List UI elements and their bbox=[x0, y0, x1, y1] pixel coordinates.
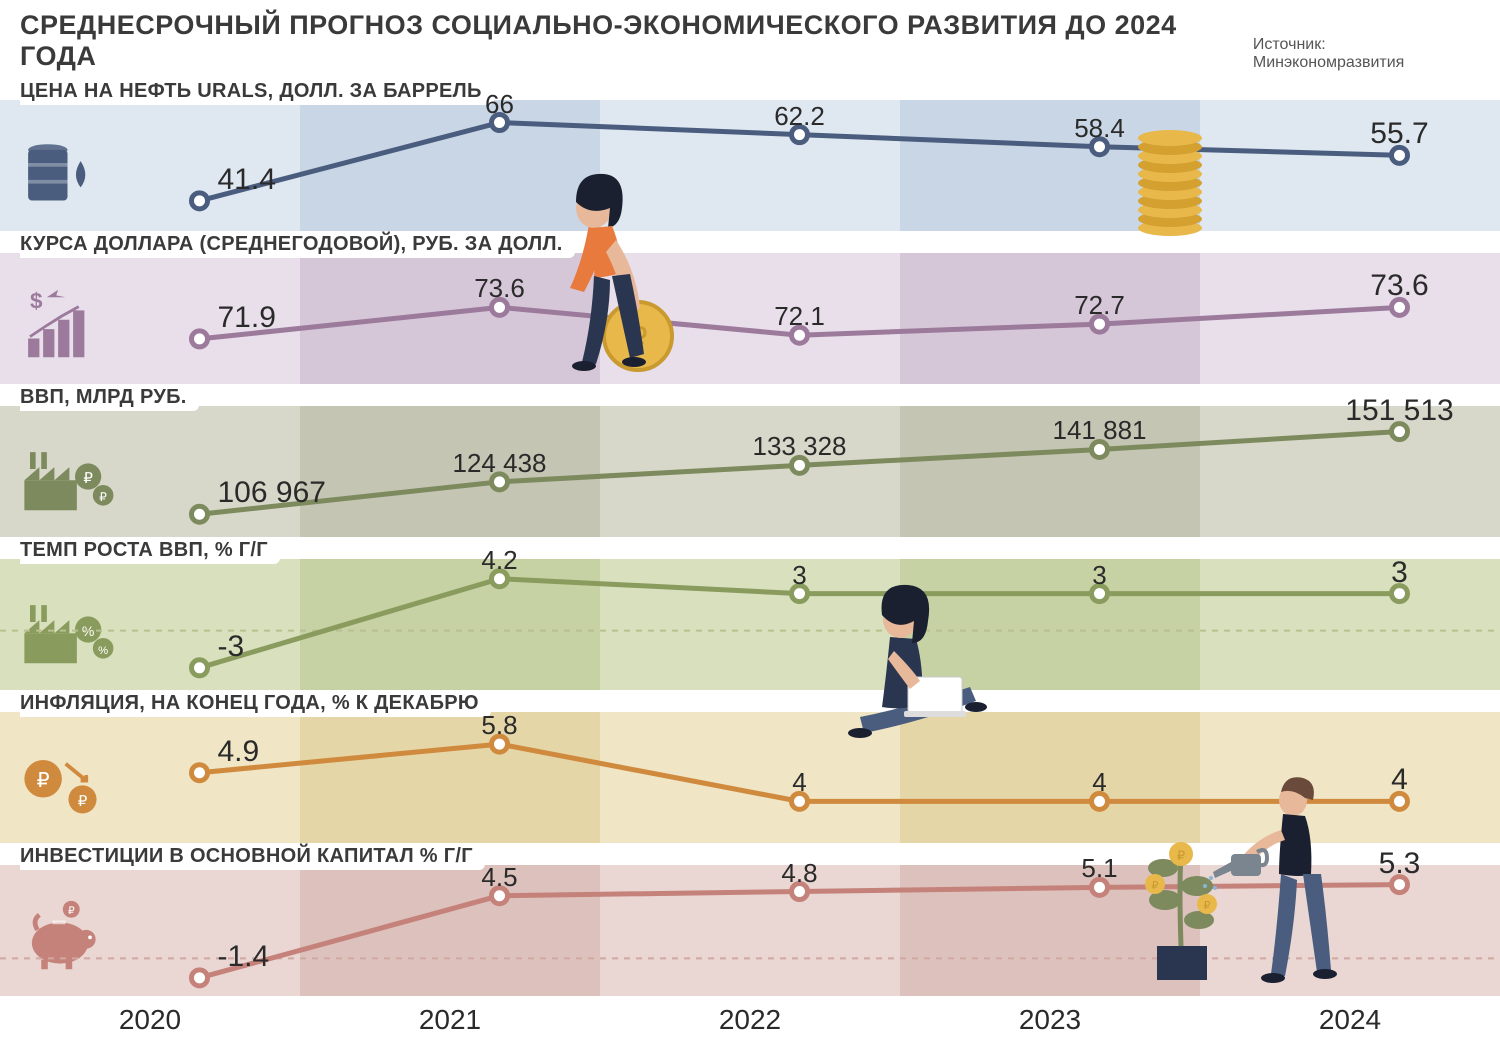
svg-text:₽: ₽ bbox=[1204, 900, 1211, 912]
svg-text:₽: ₽ bbox=[1152, 880, 1159, 892]
value-label: 71.9 bbox=[218, 301, 276, 335]
value-label: 72.7 bbox=[1074, 290, 1125, 321]
value-label: 72.1 bbox=[774, 301, 825, 332]
value-label: 4.8 bbox=[781, 858, 817, 889]
value-label: 141 881 bbox=[1053, 415, 1147, 446]
coins-stack-icon bbox=[1130, 128, 1210, 238]
value-label: 5.3 bbox=[1379, 847, 1421, 881]
woman-laptop-icon bbox=[820, 567, 1000, 767]
woman-rolling-coin-icon: ₽ bbox=[520, 158, 680, 378]
line-chart bbox=[0, 559, 1500, 690]
page-title: СРЕДНЕСРОЧНЫЙ ПРОГНОЗ СОЦИАЛЬНО-ЭКОНОМИЧ… bbox=[20, 10, 1253, 72]
chart-row-oil: ЦЕНА НА НЕФТЬ URALS, ДОЛЛ. ЗА БАРРЕЛЬ41.… bbox=[0, 78, 1500, 231]
year-label: 2022 bbox=[600, 996, 900, 1046]
chart-area: ЦЕНА НА НЕФТЬ URALS, ДОЛЛ. ЗА БАРРЕЛЬ41.… bbox=[0, 78, 1500, 998]
value-label: 4.5 bbox=[481, 862, 517, 893]
year-label: 2023 bbox=[900, 996, 1200, 1046]
value-label: -1.4 bbox=[218, 940, 270, 974]
value-label: 151 513 bbox=[1345, 394, 1453, 428]
value-label: 4.9 bbox=[218, 735, 260, 769]
value-label: 5.8 bbox=[481, 710, 517, 741]
value-label: 3 bbox=[1391, 556, 1408, 590]
year-label: 2024 bbox=[1200, 996, 1500, 1046]
chart-row-gdp_growth: ТЕМП РОСТА ВВП, % Г/Г%%-34.2333 bbox=[0, 537, 1500, 690]
value-label: 124 438 bbox=[453, 448, 547, 479]
value-label: 5.1 bbox=[1081, 853, 1117, 884]
value-label: -3 bbox=[218, 630, 245, 664]
value-label: 4 bbox=[792, 767, 806, 798]
value-label: 4 bbox=[1092, 767, 1106, 798]
year-label: 2021 bbox=[300, 996, 600, 1046]
value-label: 55.7 bbox=[1370, 117, 1428, 151]
value-label: 66 bbox=[485, 89, 514, 120]
value-label: 3 bbox=[792, 560, 806, 591]
value-label: 4.2 bbox=[481, 545, 517, 576]
value-label: 73.6 bbox=[1370, 269, 1428, 303]
chart-row-gdp: ВВП, МЛРД РУБ.₽₽106 967124 438133 328141… bbox=[0, 384, 1500, 537]
value-label: 58.4 bbox=[1074, 113, 1125, 144]
value-label: 3 bbox=[1092, 560, 1106, 591]
source-text: Источник: Минэкономразвития bbox=[1253, 36, 1480, 72]
value-label: 62.2 bbox=[774, 101, 825, 132]
svg-text:₽: ₽ bbox=[1177, 848, 1185, 863]
value-label: 4 bbox=[1391, 763, 1408, 797]
value-label: 106 967 bbox=[218, 476, 326, 510]
value-label: 41.4 bbox=[218, 163, 276, 197]
value-label: 73.6 bbox=[474, 273, 525, 304]
value-label: 133 328 bbox=[753, 431, 847, 462]
chart-row-usd: КУРСА ДОЛЛАРА (СРЕДНЕГОДОВОЙ), РУБ. ЗА Д… bbox=[0, 231, 1500, 384]
line-chart bbox=[0, 406, 1500, 537]
year-label: 2020 bbox=[0, 996, 300, 1046]
x-axis: 20202021202220232024 bbox=[0, 996, 1500, 1046]
man-watering-plant-icon: ₽ ₽ ₽ bbox=[1125, 760, 1365, 990]
